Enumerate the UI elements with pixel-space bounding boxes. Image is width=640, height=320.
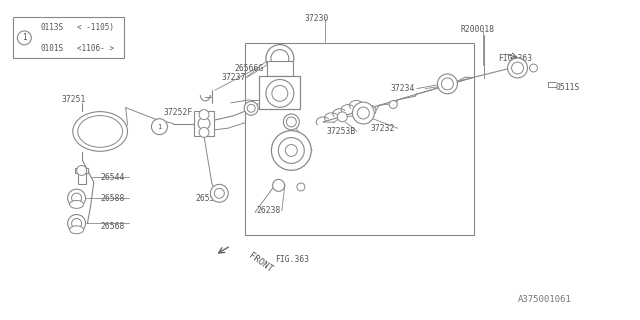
Bar	[259, 76, 300, 109]
Bar	[13, 17, 124, 59]
Text: 37230: 37230	[304, 14, 328, 23]
Circle shape	[353, 102, 374, 124]
Circle shape	[337, 112, 348, 122]
Circle shape	[271, 50, 289, 68]
Circle shape	[17, 31, 31, 45]
Ellipse shape	[70, 200, 84, 208]
Circle shape	[214, 188, 224, 198]
Text: FIG.363: FIG.363	[499, 54, 532, 63]
Text: 26556D: 26556D	[196, 194, 225, 203]
Circle shape	[244, 101, 258, 115]
Circle shape	[247, 104, 255, 112]
Circle shape	[284, 114, 300, 130]
Text: FIG.363: FIG.363	[275, 255, 310, 264]
Text: 264540: 264540	[282, 146, 311, 155]
Circle shape	[529, 64, 538, 72]
Circle shape	[357, 107, 369, 119]
Text: 37237: 37237	[221, 73, 246, 82]
Bar	[195, 111, 214, 136]
Bar	[267, 61, 292, 76]
Text: 37251: 37251	[62, 95, 86, 104]
Text: FRONT: FRONT	[246, 252, 274, 275]
Circle shape	[266, 44, 294, 72]
Text: 26544: 26544	[100, 173, 125, 182]
Text: 26566G: 26566G	[234, 63, 263, 73]
Circle shape	[199, 110, 209, 120]
Text: < -1105): < -1105)	[77, 23, 113, 32]
Circle shape	[72, 193, 81, 203]
Circle shape	[366, 106, 376, 116]
Circle shape	[198, 117, 210, 130]
Circle shape	[508, 58, 527, 78]
Ellipse shape	[77, 116, 123, 147]
Text: 26238: 26238	[256, 206, 281, 215]
Circle shape	[199, 127, 209, 137]
Circle shape	[68, 214, 86, 232]
Circle shape	[278, 138, 304, 164]
Circle shape	[68, 189, 86, 207]
Text: 26568: 26568	[100, 222, 125, 231]
Text: 26588: 26588	[100, 194, 125, 203]
Text: 37234: 37234	[390, 84, 415, 93]
Text: 37253B: 37253B	[326, 127, 356, 136]
Circle shape	[389, 100, 397, 108]
Circle shape	[271, 131, 311, 170]
Text: 37232: 37232	[371, 124, 396, 133]
Text: A375001061: A375001061	[518, 295, 572, 304]
Circle shape	[211, 184, 228, 202]
Text: 37250: 37250	[269, 94, 293, 103]
Circle shape	[438, 74, 458, 94]
Bar	[76, 168, 88, 173]
Circle shape	[72, 219, 81, 228]
Circle shape	[266, 79, 294, 107]
Circle shape	[511, 62, 524, 74]
Text: 1: 1	[157, 124, 161, 130]
Circle shape	[273, 180, 285, 191]
Circle shape	[152, 119, 168, 135]
Circle shape	[442, 78, 453, 90]
Text: 37252F: 37252F	[164, 108, 193, 117]
Ellipse shape	[73, 112, 127, 151]
Circle shape	[77, 165, 86, 175]
Text: 0101S: 0101S	[41, 44, 64, 53]
Bar	[78, 171, 86, 184]
Text: R200018: R200018	[460, 25, 494, 35]
Circle shape	[285, 145, 298, 156]
Text: 0113S: 0113S	[41, 23, 64, 32]
Text: 1: 1	[22, 33, 27, 42]
Text: <1106- >: <1106- >	[77, 44, 113, 53]
Circle shape	[286, 117, 296, 127]
Text: 0511S: 0511S	[556, 83, 580, 92]
Circle shape	[297, 183, 305, 191]
Ellipse shape	[70, 226, 84, 234]
Circle shape	[272, 85, 288, 101]
